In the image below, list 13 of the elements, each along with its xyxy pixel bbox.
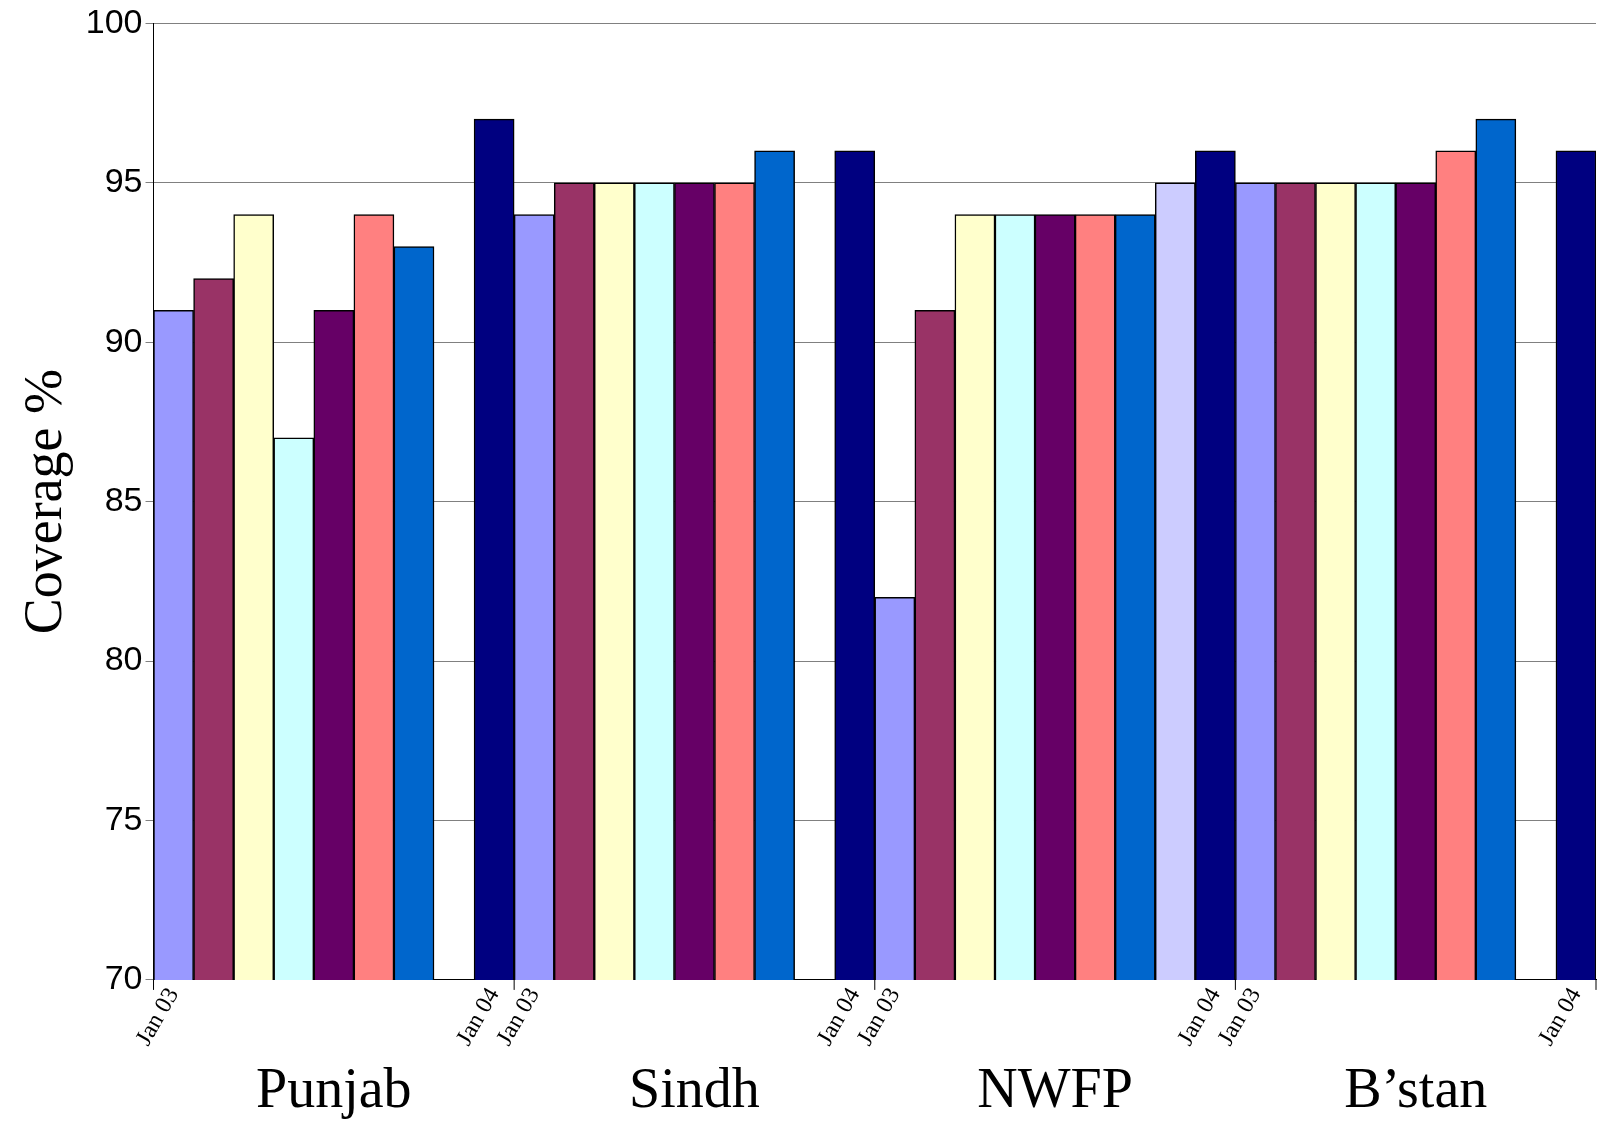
text: Punjab xyxy=(256,1056,412,1119)
y-tick-label: 90 xyxy=(104,320,143,359)
y-tick-label: 85 xyxy=(104,480,143,519)
y-tick-label: 70 xyxy=(104,958,143,997)
y-tick-label: 80 xyxy=(104,639,143,678)
y-axis-title: Coverage % xyxy=(12,368,73,635)
y-tick-label: 75 xyxy=(104,798,143,837)
text: Sindh xyxy=(629,1056,760,1119)
y-tick-label: 100 xyxy=(85,1,143,40)
x-tick-label: Jan 04 xyxy=(1532,982,1586,1050)
y-tick-label: 95 xyxy=(104,161,143,200)
text: B’stan xyxy=(1344,1056,1488,1119)
text: NWFP xyxy=(977,1056,1133,1119)
